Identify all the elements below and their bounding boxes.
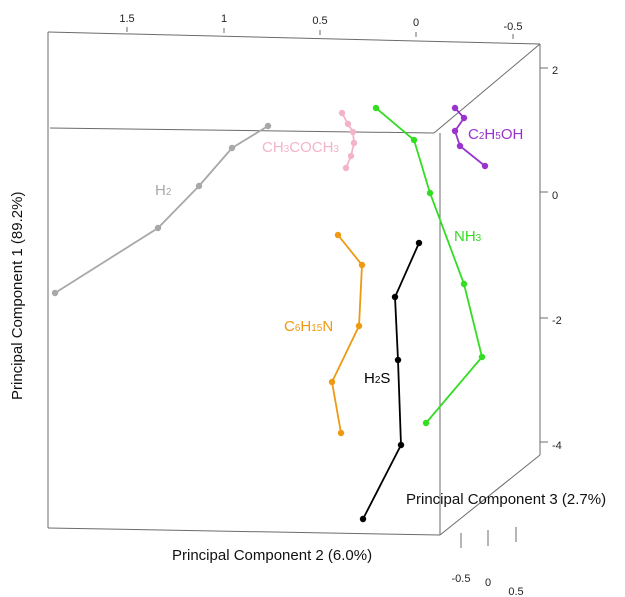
y-tick-label: 0: [552, 190, 558, 202]
box-edge-0: [47, 31, 541, 45]
y-axis-title: Principal Component 1 (89.2%): [9, 192, 26, 400]
z-tick-label: 0: [485, 577, 491, 589]
series-label-c6h15n: C6H15N: [284, 318, 333, 335]
data-point-nh3: [372, 104, 380, 112]
box-edge-5: [433, 43, 541, 134]
plot-box: [47, 31, 541, 536]
box-edge-4: [49, 127, 435, 134]
data-point-nh3: [410, 136, 418, 144]
x-tick-label: 0.5: [312, 15, 327, 27]
data-point-c6h15n: [337, 429, 345, 437]
series-label-c2h5oh: C2H5OH: [468, 126, 523, 143]
series-label-ch3coch3: CH3COCH3: [262, 139, 339, 156]
data-point-c6h15n: [334, 231, 342, 239]
series-line-nh3: [375, 107, 483, 424]
y-tick-label: -4: [552, 440, 562, 452]
data-point-h2s: [415, 239, 423, 247]
x-axis-title: Principal Component 2 (6.0%): [172, 547, 372, 564]
data-point-h2: [51, 289, 59, 297]
series-lines: [54, 107, 486, 520]
data-point-nh3: [426, 189, 434, 197]
data-point-c2h5oh: [481, 162, 489, 170]
series-label-nh3: NH3: [454, 228, 482, 245]
data-point-ch3coch3: [338, 109, 346, 117]
data-point-c2h5oh: [456, 142, 464, 150]
data-point-c2h5oh: [451, 127, 459, 135]
box-edge-7: [439, 454, 541, 536]
data-point-ch3coch3: [347, 152, 355, 160]
data-point-h2s: [391, 293, 399, 301]
z-tick-label: -0.5: [452, 573, 471, 585]
data-point-h2: [195, 182, 203, 190]
data-point-c2h5oh: [451, 104, 459, 112]
data-point-h2s: [394, 356, 402, 364]
data-point-ch3coch3: [350, 139, 358, 147]
data-point-ch3coch3: [344, 120, 352, 128]
data-point-h2: [154, 224, 162, 232]
data-point-h2: [228, 144, 236, 152]
y-tick-label: 2: [552, 65, 558, 77]
z-tick-label: 0.5: [508, 586, 523, 597]
series-label-h2: H2: [155, 182, 172, 199]
x-tick-label: 0: [413, 17, 419, 29]
data-point-c6h15n: [358, 261, 366, 269]
series-points: [51, 104, 489, 523]
data-point-h2: [264, 122, 272, 130]
series-line-c6h15n: [331, 234, 363, 434]
data-point-h2s: [397, 441, 405, 449]
axis-tick-labels: 1.5 1 0.5 0 -0.5 2 0 -2 -4 -0.5 0 0.5: [119, 13, 561, 597]
data-point-ch3coch3: [342, 164, 350, 172]
data-point-nh3: [460, 280, 468, 288]
data-point-c2h5oh: [460, 114, 468, 122]
box-edge-3: [47, 527, 441, 536]
y-tick-label: -2: [552, 315, 562, 327]
axis-ticks: [126, 27, 548, 548]
series-label-h2s: H2S: [364, 370, 390, 387]
data-point-h2s: [359, 515, 367, 523]
data-point-nh3: [478, 353, 486, 361]
x-tick-label: 1: [221, 13, 227, 25]
data-point-c6h15n: [328, 378, 336, 386]
series-labels: H2 CH3COCH3 NH3 C2H5OH C6H15N H2S: [155, 126, 523, 387]
z-axis-title: Principal Component 3 (2.7%): [406, 491, 606, 508]
data-point-nh3: [422, 419, 430, 427]
x-tick-label: -0.5: [504, 21, 523, 33]
data-point-ch3coch3: [349, 128, 357, 136]
series-line-h2: [54, 125, 269, 294]
data-point-c6h15n: [355, 322, 363, 330]
x-tick-label: 1.5: [119, 13, 134, 25]
